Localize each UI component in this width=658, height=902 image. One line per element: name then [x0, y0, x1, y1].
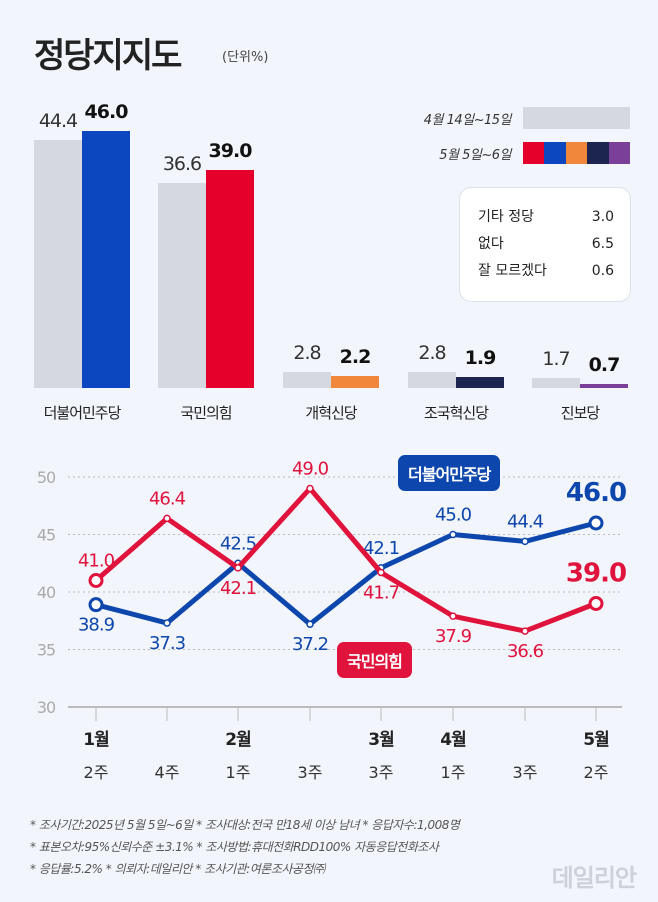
others-row: 기타 정당 3.0: [478, 209, 614, 225]
x-tick-month: 3월: [368, 730, 394, 750]
x-tick-month: 2월: [225, 730, 251, 750]
bar-prev: [532, 378, 580, 388]
data-label: 46.0: [566, 478, 626, 508]
bar-curr: [456, 377, 504, 388]
legend-color: [587, 142, 609, 164]
footnote: * 조사기간:2025년 5월 5일~6일 * 조사대상:전국 만18세 이상 …: [30, 818, 460, 876]
data-label: 49.0: [292, 459, 329, 480]
data-point: [306, 620, 314, 628]
data-point: [588, 515, 604, 531]
bar-label-prev: 2.8: [418, 342, 446, 365]
data-point: [377, 568, 385, 577]
legend-curr-swatch: [523, 142, 631, 164]
y-tick-label: 40: [37, 583, 56, 602]
bar-label-prev: 2.8: [293, 342, 321, 365]
bar-label-curr: 39.0: [208, 139, 253, 162]
page-title: 정당지지도: [34, 36, 182, 76]
bar-curr: [206, 169, 254, 388]
legend-curr-label: 5월 5일~6일: [439, 147, 511, 163]
category-label: 진보당: [560, 404, 600, 422]
bar-label-curr: 0.7: [588, 354, 621, 376]
data-point: [588, 596, 604, 611]
y-tick-label: 45: [37, 526, 55, 545]
legend-prev-swatch: [523, 107, 630, 129]
data-label: 41.7: [363, 582, 399, 603]
data-label: 45.0: [435, 505, 472, 526]
bar-label-curr: 1.9: [464, 347, 497, 370]
x-tick-week: 3주: [369, 763, 394, 780]
data-label: 37.9: [435, 626, 472, 647]
bar-curr: [580, 384, 628, 388]
dem-bubble: 더불어민주당: [398, 455, 501, 491]
data-point: [234, 564, 242, 572]
y-tick-label: 50: [37, 468, 56, 487]
others-row: 없다 6.5: [478, 236, 614, 252]
x-tick-week: 2주: [584, 763, 609, 780]
data-label: 46.4: [149, 488, 186, 509]
x-tick-week: 1주: [226, 763, 251, 780]
bar-label-prev: 36.6: [162, 153, 202, 176]
data-label: 41.0: [78, 551, 115, 572]
line-chart: 30 35 40 45 50 1월 2주 4주 2월 1주 3주 3월 3주 4월 1주 3주 5월 2주 38.9…: [37, 459, 627, 781]
data-point: [521, 537, 529, 546]
category-label: 개혁신당: [305, 404, 357, 422]
data-point: [163, 619, 171, 627]
x-tick-week: 4주: [155, 763, 180, 780]
data-point: [306, 484, 314, 493]
series-line: [95, 520, 597, 627]
data-label: 39.0: [566, 559, 626, 589]
data-label: 42.5: [220, 533, 256, 554]
y-tick-label: 35: [37, 641, 55, 660]
bar-label-curr: 2.2: [339, 345, 372, 368]
bar-curr: [82, 130, 130, 388]
legend-curr: 5월 5일~6일: [439, 142, 631, 164]
data-label: 37.3: [149, 633, 186, 654]
x-tick-month: 5월: [583, 730, 609, 750]
category-label: 국민의힘: [180, 404, 232, 422]
data-point: [449, 530, 457, 539]
data-label: 42.1: [220, 578, 256, 599]
data-label: 36.6: [507, 641, 544, 662]
data-label: 42.1: [363, 538, 399, 559]
bar-label-prev: 44.4: [38, 109, 78, 132]
data-label: 38.9: [78, 615, 115, 636]
series-line: [94, 486, 597, 634]
others-row: 잘 모르겠다 0.6: [478, 263, 614, 279]
bar-prev: [283, 372, 331, 388]
x-tick-week: 2주: [84, 763, 109, 780]
category-label: 더불어민주당: [43, 404, 122, 422]
logo: 데일리안: [551, 864, 637, 892]
others-box: 기타 정당 3.0 없다 6.5 잘 모르겠다 0.6: [459, 187, 631, 302]
x-tick-week: 1주: [441, 763, 466, 780]
legend-color: [523, 142, 545, 164]
data-point: [163, 514, 171, 523]
legend-prev: 4월 14일~15일: [424, 107, 630, 129]
x-tick-week: 3주: [513, 763, 538, 780]
data-point: [88, 597, 104, 613]
x-tick-week: 3주: [298, 763, 323, 780]
bar-label-prev: 1.7: [542, 348, 570, 370]
legend-color: [544, 142, 566, 164]
x-tick-month: 1월: [83, 730, 109, 750]
legend-prev-label: 4월 14일~15일: [423, 112, 512, 128]
data-point: [449, 612, 457, 620]
data-label: 44.4: [507, 511, 544, 532]
unit-label: (단위%): [222, 50, 269, 65]
category-label: 조국혁신당: [423, 404, 489, 422]
ppp-bubble: 국민의힘: [337, 642, 412, 678]
legend-color: [608, 142, 631, 164]
data-label: 37.2: [292, 634, 328, 655]
bar-label-curr: 46.0: [84, 100, 129, 123]
legend-color: [565, 142, 588, 164]
bar-prev: [158, 183, 206, 388]
y-tick-label: 30: [37, 698, 56, 717]
bar-prev: [34, 139, 82, 388]
data-point: [521, 627, 529, 635]
bar-prev: [408, 372, 456, 388]
x-tick-month: 4월: [440, 730, 466, 750]
bar-curr: [331, 375, 379, 388]
data-point: [88, 573, 104, 588]
bar-chart: 44.4 46.0 더불어민주당 36.6 39.0 국민의힘 2.8 2.2 개혁신당 2.8 1…: [0, 0, 658, 440]
